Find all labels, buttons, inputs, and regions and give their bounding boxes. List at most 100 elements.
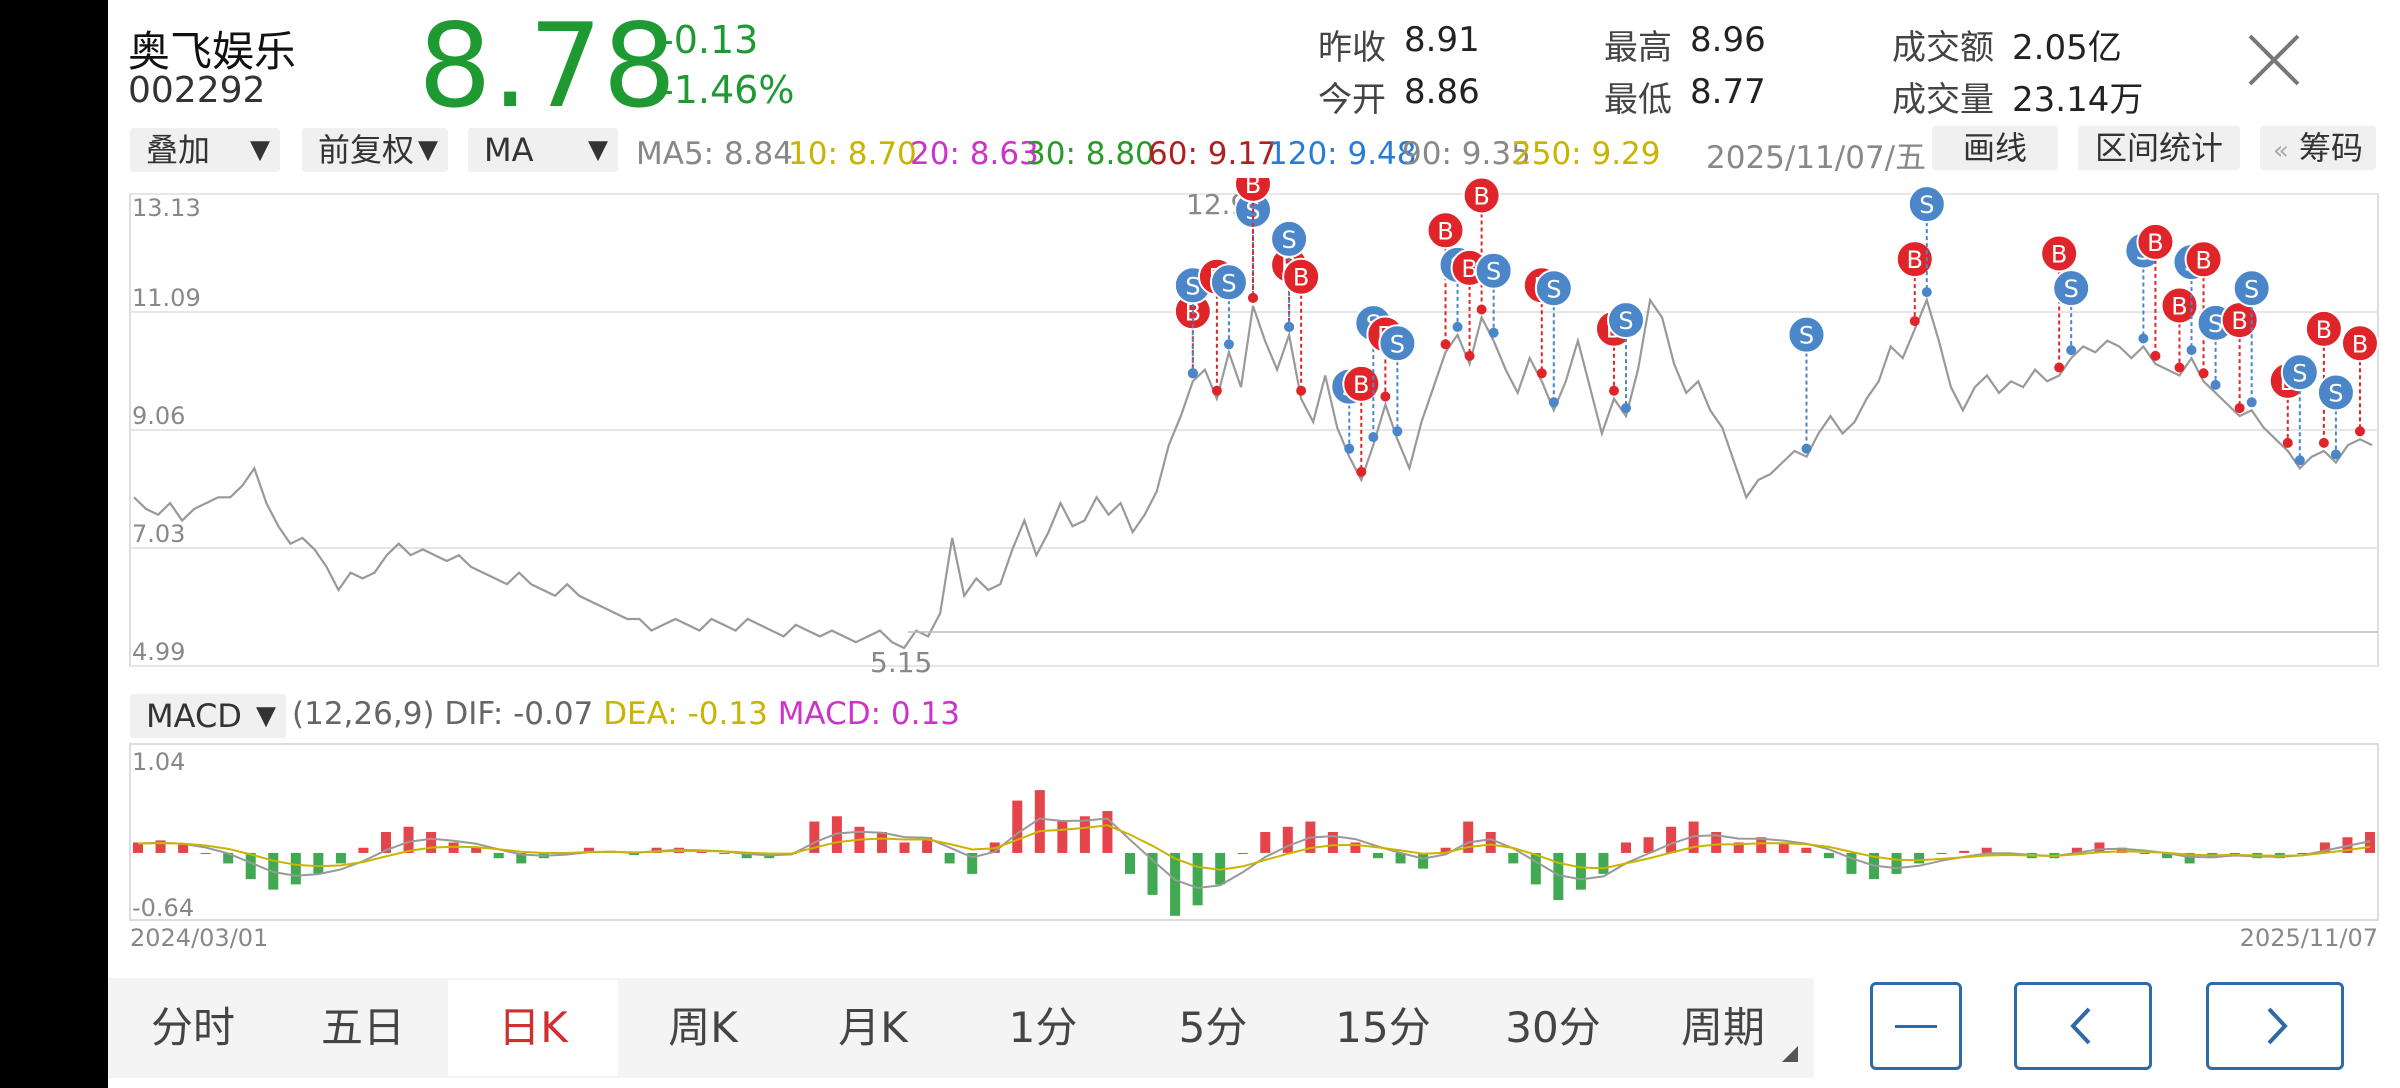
sell-marker-label: S: [1185, 272, 1200, 300]
previous-button[interactable]: [2014, 982, 2152, 1070]
tab-8[interactable]: 30分: [1505, 1003, 1601, 1052]
macd-params: (12,26,9): [292, 696, 435, 732]
macd-dropdown[interactable]: MACD ▼: [130, 694, 286, 738]
macd-histogram-bar: [1733, 842, 1744, 853]
buy-marker-label: B: [1353, 371, 1369, 399]
marker-dot: [1621, 403, 1631, 414]
macd-histogram-bar: [1914, 852, 1925, 864]
close-icon[interactable]: [2246, 32, 2302, 88]
interval-stats-button[interactable]: 区间统计: [2078, 126, 2240, 170]
macd-histogram-bar: [2365, 832, 2375, 853]
macd-histogram-bar: [1575, 852, 1586, 890]
buy-marker-label: B: [2195, 246, 2211, 274]
buy-marker-label: B: [2316, 316, 2332, 344]
sell-marker: [1607, 301, 1645, 340]
sell-marker: [1787, 315, 1826, 354]
low-value: 8.77: [1690, 72, 1766, 112]
price-tick-label: 9.06: [132, 402, 185, 430]
marker-dot: [1536, 368, 1547, 379]
ma-value-5: 120: 9.48: [1268, 136, 1417, 172]
marker-dot: [1801, 443, 1812, 454]
sell-marker-label: S: [1221, 269, 1236, 297]
macd-histogram-bar: [516, 852, 527, 864]
marker-dot: [1476, 304, 1487, 315]
chevron-left-icon: [2070, 1007, 2091, 1045]
macd-value: MACD: 0.13: [777, 696, 960, 732]
marker-dot: [1368, 432, 1379, 443]
price-tick-label: 13.13: [132, 194, 201, 222]
marker-dot: [1452, 321, 1463, 332]
next-button[interactable]: [2206, 982, 2344, 1070]
buy-marker: [2304, 309, 2343, 348]
sell-marker-label: S: [2244, 275, 2259, 303]
indicator-dropdown[interactable]: MA ▼: [468, 128, 618, 172]
tab-4[interactable]: 月K: [838, 1003, 908, 1052]
macd-histogram-bar: [1147, 852, 1158, 895]
buy-marker: [2136, 222, 2175, 261]
buy-marker: [1462, 178, 1501, 215]
draw-line-button[interactable]: 画线: [1932, 126, 2058, 170]
price-change-pct: -1.46%: [660, 68, 795, 112]
macd-histogram-bar: [1170, 852, 1181, 916]
macd-histogram-bar: [1553, 852, 1564, 901]
macd-histogram-bar: [493, 852, 504, 859]
macd-histogram-bar: [2117, 847, 2127, 853]
tab-3[interactable]: 周K: [668, 1003, 738, 1052]
marker-dot: [1488, 327, 1499, 338]
sell-marker-label: S: [1281, 226, 1296, 254]
dif-line: [137, 817, 2371, 890]
adjust-dropdown[interactable]: 前复权 ▼: [302, 128, 448, 172]
current-date: 2025/11/07/五: [1706, 140, 1927, 176]
macd-histogram-bar: [426, 832, 437, 853]
macd-histogram-bar: [223, 852, 234, 864]
marker-dot: [1380, 391, 1391, 402]
tab-7[interactable]: 15分: [1335, 1003, 1431, 1052]
macd-histogram-bar: [1418, 852, 1429, 869]
price-tick-label: 4.99: [132, 638, 185, 666]
buy-marker-label: B: [1245, 178, 1261, 199]
macd-histogram-bar: [403, 826, 414, 853]
open-label: 今开: [1318, 80, 1386, 120]
macd-histogram-bar: [1057, 821, 1068, 853]
macd-histogram-bar: [2184, 852, 2195, 864]
period-tab-bar: [108, 978, 1814, 1078]
marker-dot: [1440, 339, 1451, 350]
kline-chart[interactable]: 13.1311.099.067.034.9912.975.15BSBSSBBSB…: [108, 178, 2400, 684]
macd-histogram-bar: [1282, 826, 1293, 853]
tab-0[interactable]: 分时: [150, 1003, 235, 1052]
tab-9[interactable]: 周期: [1680, 1003, 1765, 1052]
caret-down-icon: ▼: [250, 135, 270, 165]
tab-6[interactable]: 5分: [1178, 1003, 1248, 1052]
overlay-dropdown[interactable]: 叠加 ▼: [130, 128, 280, 172]
marker-dot: [1187, 368, 1198, 379]
tab-1[interactable]: 五日: [320, 1003, 405, 1052]
marker-dot: [2186, 345, 2197, 356]
marker-dot: [1284, 321, 1295, 332]
buy-marker-label: B: [1473, 183, 1489, 211]
sell-marker-label: S: [1618, 307, 1633, 335]
sell-marker-label: S: [2328, 379, 2343, 407]
sell-marker-label: S: [2292, 359, 2307, 387]
macd-histogram-bar: [1846, 852, 1857, 874]
macd-histogram-bar: [1125, 852, 1135, 874]
sell-marker-label: S: [1799, 322, 1814, 350]
chips-button[interactable]: « 筹码: [2260, 126, 2376, 170]
sell-marker: [1209, 263, 1248, 302]
buy-marker: [1282, 257, 1321, 296]
macd-histogram-bar: [944, 852, 955, 864]
sell-marker-label: S: [1546, 275, 1561, 303]
macd-histogram-bar: [1102, 811, 1113, 853]
tab-2[interactable]: 日K: [448, 980, 618, 1076]
dea-value: DEA: -0.13: [603, 696, 768, 732]
marker-dot: [1392, 426, 1403, 437]
macd-histogram-bar: [899, 842, 910, 853]
marker-dot: [1296, 385, 1307, 396]
marker-dot: [2054, 362, 2065, 373]
collapse-button[interactable]: [1870, 982, 1962, 1070]
buy-marker-label: B: [1461, 255, 1477, 283]
tab-5[interactable]: 1分: [1008, 1003, 1078, 1052]
macd-histogram-bar: [133, 842, 143, 853]
chevron-right-icon: [2267, 1007, 2288, 1045]
macd-histogram-bar: [1711, 832, 1722, 853]
